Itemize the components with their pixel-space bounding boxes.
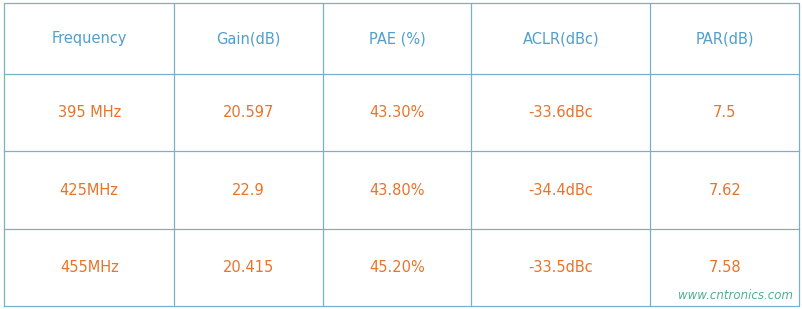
Text: 7.62: 7.62 bbox=[707, 183, 740, 197]
Text: 395 MHz: 395 MHz bbox=[58, 105, 120, 121]
Text: PAR(dB): PAR(dB) bbox=[695, 31, 753, 46]
Text: PAE (%): PAE (%) bbox=[368, 31, 425, 46]
Text: 43.30%: 43.30% bbox=[369, 105, 424, 121]
Text: Gain(dB): Gain(dB) bbox=[217, 31, 281, 46]
Text: 7.58: 7.58 bbox=[707, 260, 740, 275]
Text: 20.415: 20.415 bbox=[223, 260, 274, 275]
Text: 455MHz: 455MHz bbox=[59, 260, 119, 275]
Text: -33.6dBc: -33.6dBc bbox=[528, 105, 593, 121]
Text: 20.597: 20.597 bbox=[223, 105, 274, 121]
Text: 425MHz: 425MHz bbox=[59, 183, 119, 197]
Text: 45.20%: 45.20% bbox=[369, 260, 424, 275]
Text: 43.80%: 43.80% bbox=[369, 183, 424, 197]
Text: -34.4dBc: -34.4dBc bbox=[528, 183, 593, 197]
Text: -33.5dBc: -33.5dBc bbox=[528, 260, 593, 275]
Text: 22.9: 22.9 bbox=[232, 183, 265, 197]
Text: ACLR(dBc): ACLR(dBc) bbox=[522, 31, 598, 46]
Text: www.cntronics.com: www.cntronics.com bbox=[678, 289, 792, 302]
Text: 7.5: 7.5 bbox=[712, 105, 735, 121]
Text: Frequency: Frequency bbox=[51, 31, 127, 46]
